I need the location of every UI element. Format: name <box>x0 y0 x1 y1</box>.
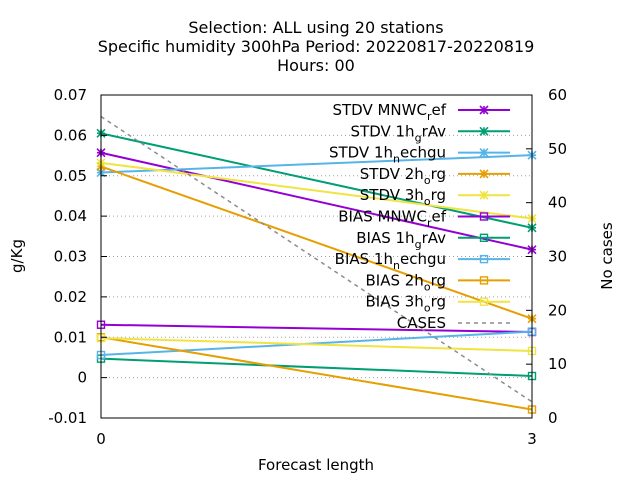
legend-label: STDV 2horg <box>360 165 446 187</box>
y2-tick-label: 30 <box>548 248 567 266</box>
legend-label: BIAS 3horg <box>366 293 447 315</box>
legend-entry: BIAS 1hnechgu <box>335 250 510 272</box>
point-marker <box>479 297 489 306</box>
legend-entry: STDV 1hgrAv <box>351 122 510 144</box>
series-cases <box>100 115 533 403</box>
y-tick-label: 0.06 <box>54 126 87 144</box>
legend-label: BIAS 1hnechgu <box>335 250 446 272</box>
title-line-1: Selection: ALL using 20 stations <box>188 18 443 37</box>
series-line <box>100 161 533 220</box>
y2-tick-label: 20 <box>548 301 567 319</box>
series-line <box>100 323 533 334</box>
y-axis-label: g/Kg <box>8 239 26 273</box>
point-marker <box>479 233 489 243</box>
series-bias-1h-grav <box>96 354 537 381</box>
axis-ticks: -0.01 0 0.01 0.02 0.03 0.04 0.05 0.06 0.07 0 10 20 3… <box>48 86 567 448</box>
legend-entry: BIAS 3horg <box>366 293 510 315</box>
legend-entry: STDV 3horg <box>360 186 510 208</box>
y2-tick-label: 60 <box>548 86 567 104</box>
series-line <box>100 337 533 352</box>
legend-entry: STDV 2horg <box>360 165 510 187</box>
y2-tick-label: 10 <box>548 355 567 373</box>
legend-entry: BIAS 1hgrAv <box>356 229 510 251</box>
legend-label: STDV 3horg <box>360 186 446 208</box>
point-marker <box>479 190 489 200</box>
series-line <box>100 330 533 357</box>
legend-label: BIAS 1hgrAv <box>356 229 446 251</box>
legend-entry: CASES <box>397 314 510 332</box>
series-line <box>100 132 533 229</box>
point-marker <box>479 212 489 221</box>
legend-label: BIAS 2horg <box>366 271 447 293</box>
series-line <box>100 151 533 251</box>
point-marker <box>479 126 489 136</box>
point-marker <box>479 169 489 179</box>
legend-entry: STDV MNWCref <box>332 101 510 123</box>
x-tick-label: 3 <box>527 430 537 448</box>
point-marker <box>479 105 489 115</box>
series-line <box>100 154 533 174</box>
x-tick-label: 0 <box>96 430 106 448</box>
legend-entry: BIAS 2horg <box>366 271 510 293</box>
series-stdv-1h-nechgu <box>96 150 537 178</box>
series-bias-1h-nechgu <box>96 327 537 360</box>
y2-axis-label: No cases <box>598 222 616 290</box>
title-line-3: Hours: 00 <box>277 56 355 75</box>
legend-label: STDV 1hgrAv <box>351 122 447 144</box>
series-stdv-3h-org <box>96 158 537 224</box>
legend-entry: BIAS MNWCref <box>338 208 510 230</box>
point-marker <box>479 254 489 264</box>
y2-tick-label: 50 <box>548 140 567 158</box>
y2-tick-label: 40 <box>548 194 567 212</box>
series-line <box>100 165 533 320</box>
y2-tick-label: 0 <box>548 409 558 427</box>
y-tick-label: 0 <box>77 369 87 387</box>
point-marker <box>479 276 489 285</box>
point-marker <box>479 148 489 158</box>
legend-entry: STDV 1hnechgu <box>329 144 510 166</box>
y-tick-label: 0.01 <box>54 328 87 346</box>
series-line <box>100 115 533 403</box>
chart-title: Selection: ALL using 20 stations Specifi… <box>98 18 535 75</box>
y-tick-label: 0.07 <box>54 86 87 104</box>
series-stdv-2h-org <box>96 161 537 324</box>
y-tick-label: 0.05 <box>54 167 87 185</box>
legend-label: CASES <box>397 314 446 332</box>
y-tick-label: -0.01 <box>48 409 87 427</box>
series-line <box>100 336 533 411</box>
x-axis-label: Forecast length <box>258 456 374 474</box>
y-tick-label: 0.02 <box>54 288 87 306</box>
series-line <box>100 357 533 378</box>
y-tick-label: 0.04 <box>54 207 87 225</box>
legend-label: STDV MNWCref <box>332 101 446 123</box>
title-line-2: Specific humidity 300hPa Period: 2022081… <box>98 37 535 56</box>
legend-label: STDV 1hnechgu <box>329 144 446 166</box>
series-lines <box>96 115 537 414</box>
y-tick-label: 0.03 <box>54 248 87 266</box>
legend-label: BIAS MNWCref <box>338 208 446 230</box>
